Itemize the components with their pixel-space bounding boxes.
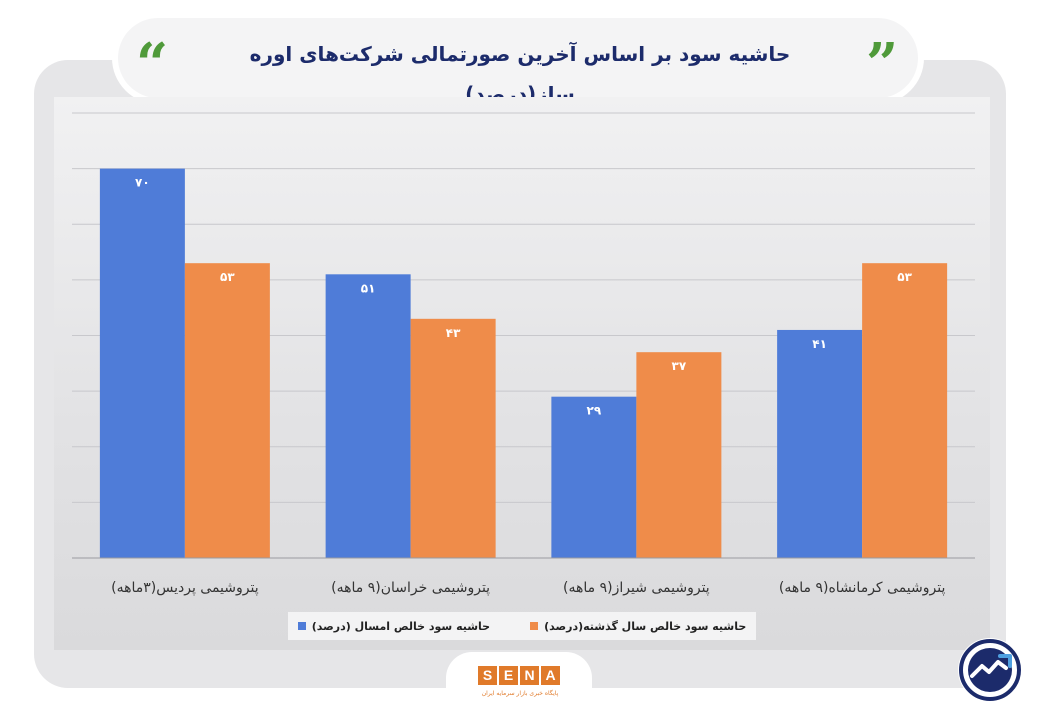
legend-item-previous: حاشیه سود خالص سال گذشته(درصد): [530, 620, 746, 633]
bar-current-year: [325, 274, 411, 558]
logo-subtitle: پایگاه خبری بازار سرمایه ایران: [481, 690, 559, 697]
category-label: پتروشیمی پردیس(۳ماهه): [111, 580, 259, 596]
bar-current-year: [777, 329, 863, 558]
brand-icon: [958, 638, 1022, 702]
data-label: ۴۱: [812, 337, 827, 351]
legend-swatch-current: [297, 622, 306, 630]
data-label: ۳۷: [672, 359, 687, 373]
legend-label-current: حاشیه سود خالص امسال (درصد): [311, 619, 491, 633]
category-label: پتروشیمی کرمانشاه(۹ ماهه): [779, 580, 946, 596]
logo-letter-s: S: [478, 666, 497, 685]
sena-logo: S E N A: [478, 666, 560, 685]
header-pill: [118, 18, 918, 98]
logo-letter-a: A: [541, 666, 560, 685]
quote-open-icon: “: [136, 31, 169, 97]
bar-previous-year: [184, 263, 270, 558]
legend-swatch-previous: [530, 622, 539, 630]
data-label: ۲۹: [587, 404, 602, 418]
bar-previous-year: [636, 352, 722, 558]
legend-label-previous: حاشیه سود خالص سال گذشته(درصد): [544, 619, 747, 633]
logo-tab: [446, 652, 592, 712]
data-label: ۴۳: [446, 326, 461, 340]
legend: حاشیه سود خالص سال گذشته(درصد) حاشیه سود…: [288, 612, 756, 640]
bar-current-year: [99, 168, 185, 558]
category-label: پتروشیمی خراسان(۹ ماهه): [331, 580, 490, 596]
quote-close-icon: ”: [866, 31, 899, 97]
category-label: پتروشیمی شیراز(۹ ماهه): [563, 580, 710, 596]
data-label: ۵۳: [220, 270, 235, 284]
logo-letter-n: N: [520, 666, 539, 685]
bar-current-year: [551, 396, 637, 558]
data-label: ۵۱: [361, 281, 376, 295]
data-label: ۷۰: [135, 176, 150, 190]
bar-previous-year: [862, 263, 948, 558]
logo-letter-e: E: [499, 666, 518, 685]
legend-item-current: حاشیه سود خالص امسال (درصد): [297, 619, 491, 633]
data-label: ۵۳: [897, 270, 912, 284]
bar-previous-year: [410, 318, 496, 558]
